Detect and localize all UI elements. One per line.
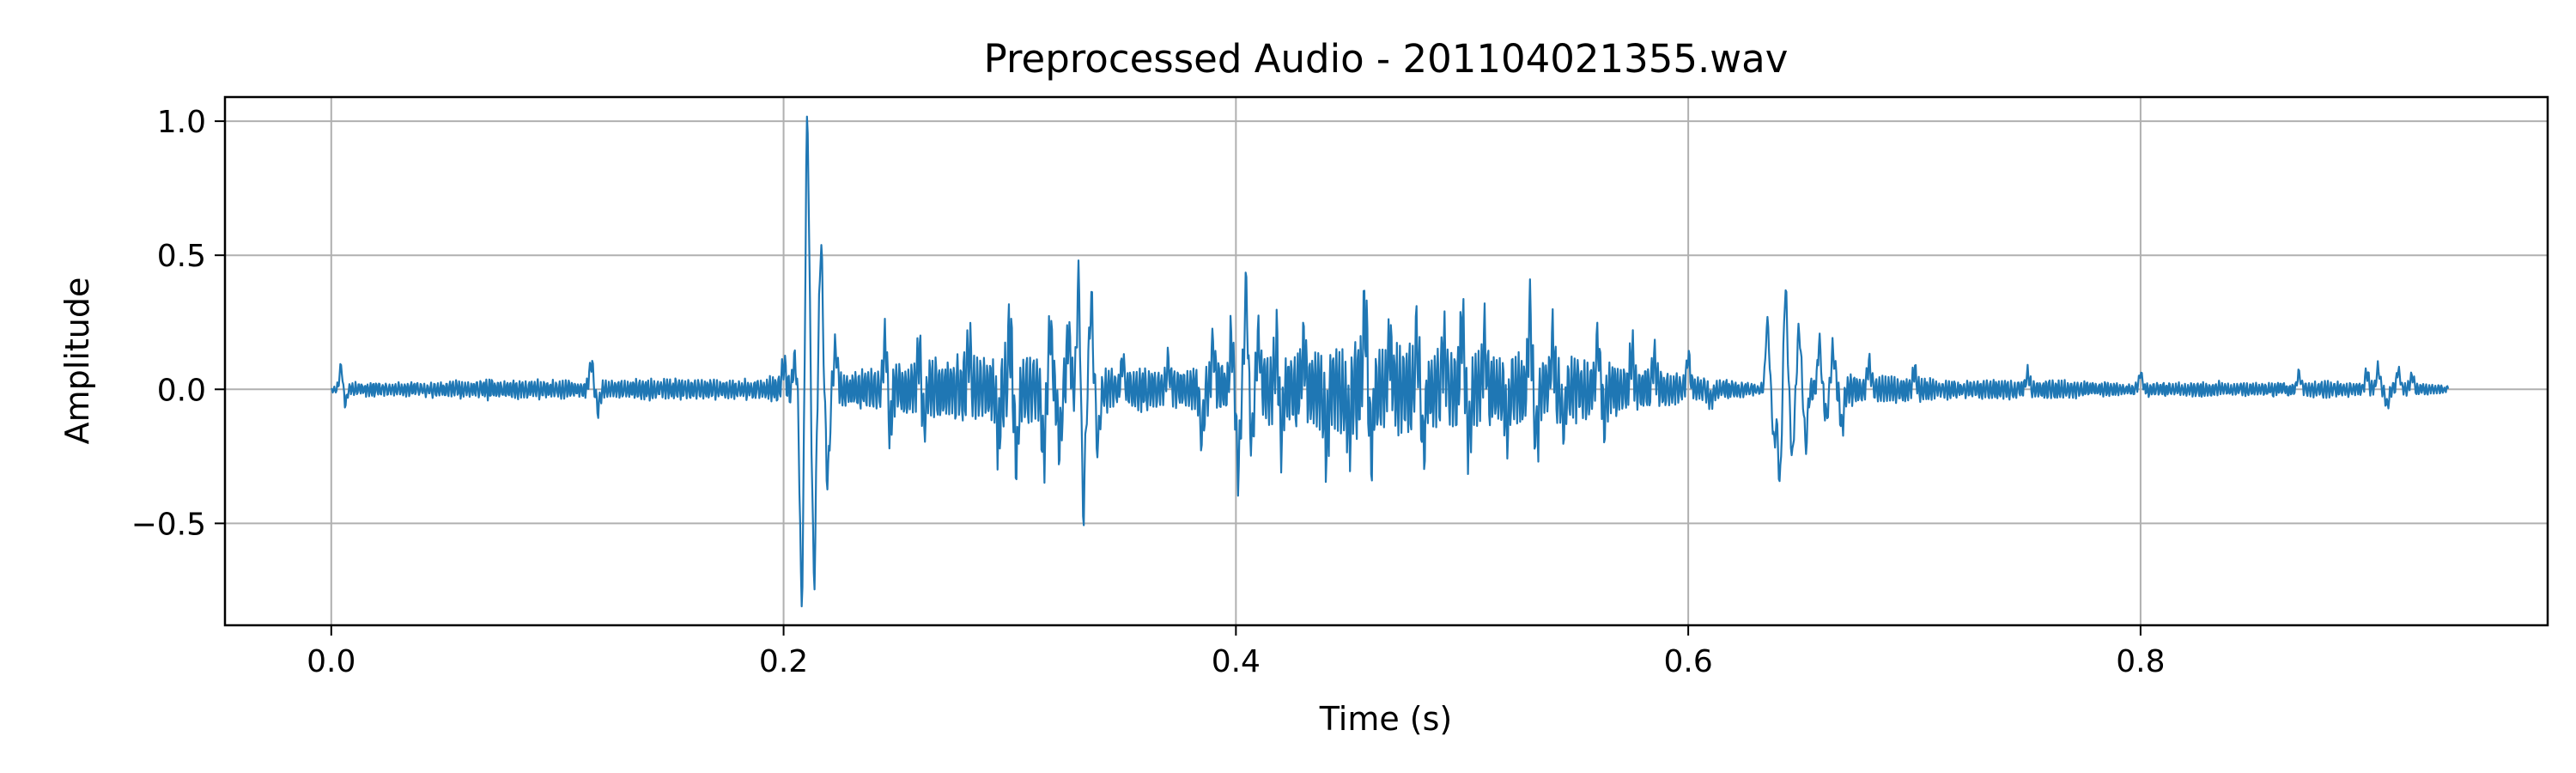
y-tick-label: 0.5 [157, 239, 206, 274]
x-tick-label: 0.4 [1212, 644, 1261, 679]
y-tick-label: 1.0 [157, 105, 206, 140]
axis-ticks: 0.0 0.2 0.4 0.6 0.8 −0.5 0.0 0.5 1.0 [131, 105, 2166, 679]
waveform-line [330, 115, 2450, 608]
x-tick-label: 0.8 [2116, 644, 2165, 679]
plot-frame [223, 95, 2549, 627]
x-tick-label: 0.2 [759, 644, 808, 679]
x-tick-label: 0.6 [1663, 644, 1712, 679]
x-tick-label: 0.0 [307, 644, 355, 679]
y-tick-label: −0.5 [131, 507, 206, 542]
y-axis-label: Amplitude [58, 277, 96, 445]
x-axis-label: Time (s) [1319, 700, 1453, 738]
chart-title: Preprocessed Audio - 201104021355.wav [984, 36, 1789, 82]
y-tick-label: 0.0 [157, 373, 206, 408]
